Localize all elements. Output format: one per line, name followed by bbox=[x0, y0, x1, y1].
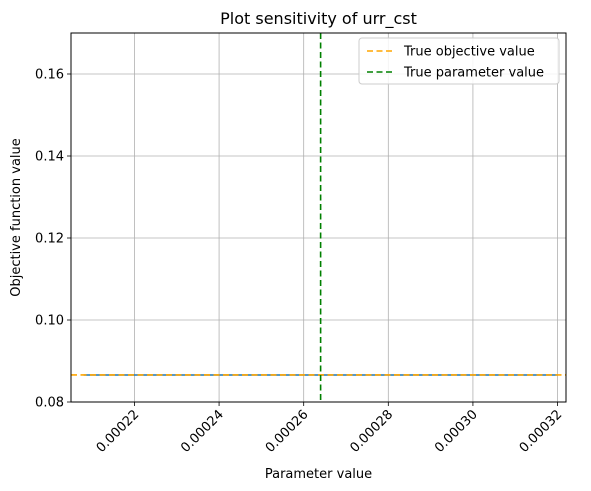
x-axis-label: Parameter value bbox=[265, 467, 372, 482]
y-axis-label: Objective function value bbox=[9, 138, 24, 297]
plot-frame bbox=[70, 32, 567, 403]
y-tick-label: 0.08 bbox=[35, 396, 64, 411]
legend-label: True objective value bbox=[403, 45, 535, 60]
y-tick-label: 0.14 bbox=[35, 150, 64, 165]
reference-lines bbox=[71, 33, 566, 402]
legend-label: True parameter value bbox=[403, 66, 544, 81]
y-tick-label: 0.16 bbox=[35, 68, 64, 83]
chart-title: Plot sensitivity of urr_cst bbox=[220, 9, 417, 29]
y-tick-label: 0.12 bbox=[35, 232, 64, 247]
y-tick-label: 0.10 bbox=[35, 314, 64, 329]
legend-box bbox=[358, 37, 560, 85]
legend: True objective value True parameter value bbox=[358, 37, 560, 85]
